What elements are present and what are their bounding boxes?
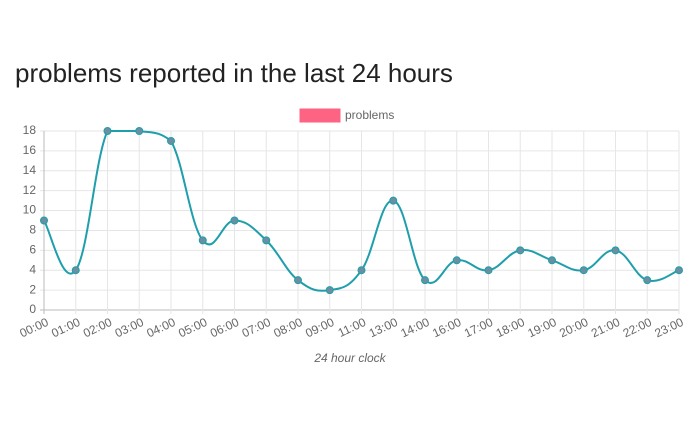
y-tick-label: 8 — [29, 223, 36, 237]
x-tick-label: 23:00 — [652, 315, 685, 341]
point — [611, 246, 620, 255]
point — [103, 127, 112, 135]
x-tick-label: 07:00 — [240, 315, 273, 341]
x-tick-label: 04:00 — [144, 315, 177, 341]
point — [643, 276, 652, 285]
legend-swatch — [299, 108, 341, 123]
point — [357, 266, 366, 275]
point — [516, 246, 525, 255]
x-tick-label: 01:00 — [49, 315, 82, 341]
y-tick-label: 6 — [29, 243, 36, 257]
point — [548, 256, 556, 265]
x-tick-label: 00:00 — [17, 315, 50, 341]
y-tick-label: 16 — [23, 143, 37, 157]
point — [262, 236, 271, 245]
x-tick-label: 19:00 — [525, 315, 558, 341]
y-tick-label: 4 — [29, 262, 36, 276]
x-axis-title: 24 hour clock — [313, 351, 386, 365]
point — [198, 236, 207, 245]
y-tick-label: 14 — [23, 163, 37, 177]
point — [40, 216, 48, 225]
point — [484, 266, 493, 275]
x-tick-label: 18:00 — [494, 315, 527, 341]
x-tick-label: 02:00 — [81, 315, 114, 341]
point — [421, 276, 429, 285]
x-tick-label: 21:00 — [589, 315, 622, 341]
x-tick-label: 14:00 — [398, 315, 431, 341]
point — [675, 266, 683, 275]
x-tick-label: 17:00 — [462, 315, 495, 341]
point — [135, 127, 144, 135]
y-tick-label: 18 — [23, 123, 37, 137]
x-tick-label: 08:00 — [271, 315, 304, 341]
chart-title: problems reported in the last 24 hours — [15, 58, 453, 88]
point — [167, 136, 175, 145]
point — [230, 216, 239, 225]
x-tick-label: 13:00 — [367, 315, 400, 341]
point — [452, 256, 461, 265]
y-tick-label: 10 — [23, 203, 37, 217]
y-tick-label: 2 — [29, 282, 36, 296]
point — [389, 196, 398, 205]
legend-label: problems — [345, 108, 394, 122]
x-tick-label: 11:00 — [336, 315, 369, 340]
point — [294, 276, 302, 285]
point — [325, 286, 334, 295]
x-tick-label: 09:00 — [303, 315, 336, 341]
point — [71, 266, 80, 275]
y-tick-label: 12 — [23, 183, 37, 197]
x-tick-label: 03:00 — [113, 315, 146, 341]
x-tick-label: 16:00 — [430, 315, 463, 341]
x-tick-label: 22:00 — [621, 315, 654, 341]
x-tick-label: 20:00 — [557, 315, 590, 341]
point — [579, 266, 588, 275]
x-tick-label: 05:00 — [176, 315, 209, 341]
x-tick-label: 06:00 — [208, 315, 241, 341]
y-tick-label: 0 — [29, 302, 36, 316]
